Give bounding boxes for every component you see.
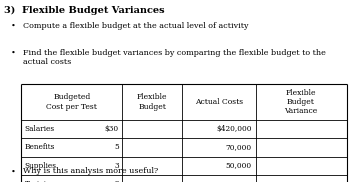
Text: Flexible
Budget: Flexible Budget	[137, 93, 168, 110]
Text: 3: 3	[114, 162, 119, 170]
Text: Actual Costs: Actual Costs	[195, 98, 243, 106]
Text: 5: 5	[114, 143, 119, 151]
Text: Flexible
Budget
Variance: Flexible Budget Variance	[284, 89, 318, 115]
Text: Budgeted
Cost per Test: Budgeted Cost per Test	[46, 93, 97, 110]
Text: Training: Training	[25, 180, 56, 182]
Text: Benefits: Benefits	[25, 143, 55, 151]
Text: 50,000: 50,000	[226, 162, 252, 170]
Text: Find the flexible budget variances by comparing the flexible budget to the
actua: Find the flexible budget variances by co…	[23, 49, 326, 66]
Text: Why is this analysis more useful?: Why is this analysis more useful?	[23, 167, 158, 175]
Text: 3)  Flexible Budget Variances: 3) Flexible Budget Variances	[4, 5, 164, 15]
Text: 30,000: 30,000	[226, 180, 252, 182]
Text: •: •	[10, 22, 15, 30]
Text: Compute a flexible budget at the actual level of activity: Compute a flexible budget at the actual …	[23, 22, 248, 30]
Text: Supplies: Supplies	[25, 162, 56, 170]
Text: $420,000: $420,000	[217, 125, 252, 133]
Text: Salaries: Salaries	[25, 125, 55, 133]
Text: •: •	[10, 49, 15, 57]
Text: $30: $30	[105, 125, 119, 133]
Text: 70,000: 70,000	[226, 143, 252, 151]
Text: 2: 2	[114, 180, 119, 182]
Text: •: •	[10, 167, 15, 175]
